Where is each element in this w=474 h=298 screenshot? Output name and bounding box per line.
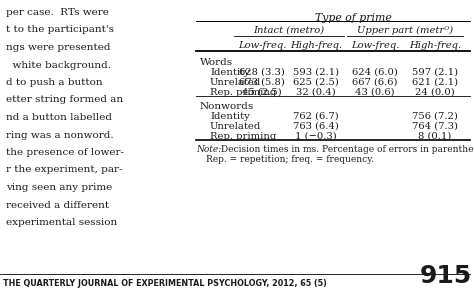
Text: Upper part (metrᴼ): Upper part (metrᴼ) [357,26,453,35]
Text: Type of prime: Type of prime [315,13,392,23]
Text: Words: Words [200,58,233,67]
Text: Rep. priming: Rep. priming [210,132,276,141]
Text: 624 (6.0): 624 (6.0) [352,68,398,77]
Text: 597 (2.1): 597 (2.1) [412,68,458,77]
Text: 593 (2.1): 593 (2.1) [293,68,339,77]
Text: Nonwords: Nonwords [200,102,254,111]
Text: ving seen any prime: ving seen any prime [6,183,112,192]
Text: per case.  RTs were: per case. RTs were [6,8,109,17]
Text: Rep. = repetition; freq. = frequency.: Rep. = repetition; freq. = frequency. [206,155,374,164]
Text: 8 (0.1): 8 (0.1) [419,132,452,141]
Text: Unrelated: Unrelated [210,122,261,131]
Text: THE QUARTERLY JOURNAL OF EXPERIMENTAL PSYCHOLOGY, 2012, 65 (5): THE QUARTERLY JOURNAL OF EXPERIMENTAL PS… [3,279,327,288]
Text: 24 (0.0): 24 (0.0) [415,88,455,97]
Text: 625 (2.5): 625 (2.5) [293,78,339,87]
Text: 1 (−0.3): 1 (−0.3) [295,132,337,141]
Text: nd a button labelled: nd a button labelled [6,113,112,122]
Text: Low-freq.: Low-freq. [351,41,399,50]
Text: 621 (2.1): 621 (2.1) [412,78,458,87]
Text: ngs were presented: ngs were presented [6,43,110,52]
Text: 762 (6.7): 762 (6.7) [293,112,339,121]
Text: 32 (0.4): 32 (0.4) [296,88,336,97]
Text: High-freq.: High-freq. [409,41,461,50]
Text: Low-freq.: Low-freq. [238,41,286,50]
Text: Identity: Identity [210,68,250,77]
Text: the presence of lower-: the presence of lower- [6,148,124,157]
Text: 763 (6.4): 763 (6.4) [293,122,339,131]
Text: white background.: white background. [6,60,111,69]
Text: 915: 915 [420,264,472,288]
Text: Unrelated: Unrelated [210,78,261,87]
Text: 628 (3.3): 628 (3.3) [239,68,285,77]
Text: 45 (2.5): 45 (2.5) [242,88,282,97]
Text: Decision times in ms. Percentage of errors in parentheses.: Decision times in ms. Percentage of erro… [218,145,474,154]
Text: Note:: Note: [196,145,221,154]
Text: 667 (6.6): 667 (6.6) [352,78,398,87]
Text: Intact (metro): Intact (metro) [254,26,325,35]
Text: 756 (7.2): 756 (7.2) [412,112,458,121]
Text: 764 (7.3): 764 (7.3) [412,122,458,131]
Text: 43 (0.6): 43 (0.6) [355,88,395,97]
Text: r the experiment, par-: r the experiment, par- [6,165,122,175]
Text: High-freq.: High-freq. [290,41,342,50]
Text: Rep. priming: Rep. priming [210,88,276,97]
Text: Identity: Identity [210,112,250,121]
Text: d to push a button: d to push a button [6,78,103,87]
Text: experimental session: experimental session [6,218,117,227]
Text: 673 (5.8): 673 (5.8) [239,78,285,87]
Text: t to the participant's: t to the participant's [6,26,114,35]
Text: etter string formed an: etter string formed an [6,95,123,105]
Text: ring was a nonword.: ring was a nonword. [6,131,114,139]
Text: received a different: received a different [6,201,109,209]
